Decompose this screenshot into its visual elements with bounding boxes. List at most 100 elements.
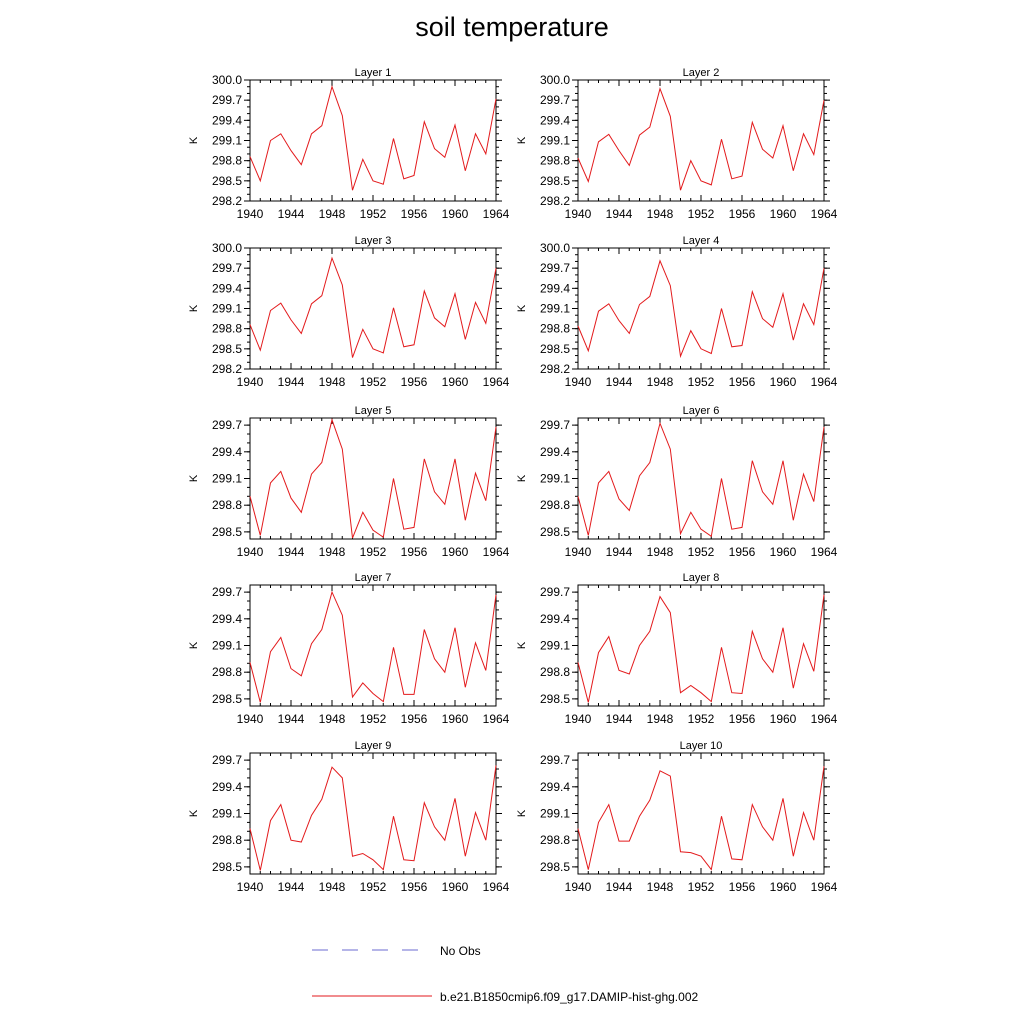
x-tick-label: 1960 [442,375,469,389]
y-axis-label: K [188,304,200,312]
series-line [577,87,825,191]
x-tick-label: 1960 [442,545,469,559]
panel-1: Layer 1 K 1940 1944 1948 1952 1956 1960 1964 298.… [188,67,510,221]
y-tick-label: 299.1 [212,472,242,486]
x-tick-label: 1960 [770,207,797,221]
x-tick-label: 1944 [278,545,305,559]
x-tick-label: 1948 [319,880,346,894]
y-axis-label: K [188,641,200,649]
x-tick-label: 1956 [729,880,756,894]
y-tick-label: 298.5 [540,174,570,188]
figure-title: soil temperature [415,12,609,42]
plot-frame [249,247,497,370]
y-tick-label: 300.0 [540,241,570,255]
x-tick-label: 1940 [565,712,592,726]
y-axis-label: K [188,474,200,482]
y-tick-label: 299.4 [212,612,242,626]
y-axis-label: K [516,641,528,649]
series-line [249,418,497,539]
series-line [577,421,825,538]
y-axis-label: K [188,136,200,144]
x-tick-label: 1940 [237,880,264,894]
x-tick-label: 1944 [606,207,633,221]
x-tick-label: 1960 [770,880,797,894]
y-tick-label: 298.8 [212,833,242,847]
y-tick-label: 298.8 [212,665,242,679]
plot-frame [577,79,825,202]
panel-8: Layer 8 K 1940 1944 1948 1952 1956 1960 1964 298.… [516,572,838,726]
x-tick-label: 1956 [401,207,428,221]
x-tick-label: 1960 [770,375,797,389]
x-tick-label: 1964 [811,375,838,389]
plot-frame [249,417,497,540]
y-tick-label: 300.0 [212,73,242,87]
y-tick-label: 299.7 [212,418,242,432]
x-tick-label: 1948 [319,545,346,559]
y-axis-label: K [188,809,200,817]
x-tick-label: 1952 [360,375,387,389]
panel-title: Layer 5 [355,405,392,417]
x-tick-label: 1956 [729,545,756,559]
y-tick-label: 298.8 [540,322,570,336]
x-tick-label: 1952 [360,207,387,221]
x-tick-label: 1952 [360,880,387,894]
x-tick-label: 1944 [278,375,305,389]
x-tick-label: 1944 [278,207,305,221]
x-tick-label: 1952 [360,545,387,559]
x-tick-label: 1960 [770,545,797,559]
panel-4: Layer 4 K 1940 1944 1948 1952 1956 1960 1964 298.… [516,235,838,389]
y-tick-label: 298.8 [540,498,570,512]
x-tick-label: 1940 [565,880,592,894]
legend: No Obs b.e21.B1850cmip6.f09_g17.DAMIP-hi… [312,944,698,1004]
y-tick-label: 299.7 [212,753,242,767]
x-tick-label: 1948 [319,207,346,221]
x-tick-label: 1960 [442,712,469,726]
x-tick-label: 1956 [401,880,428,894]
y-tick-label: 299.4 [212,281,242,295]
plot-frame [577,247,825,370]
y-tick-label: 300.0 [540,73,570,87]
x-tick-label: 1940 [237,375,264,389]
x-tick-label: 1952 [688,375,715,389]
y-axis-label: K [516,809,528,817]
y-tick-label: 298.8 [212,154,242,168]
legend-obs-label: No Obs [440,944,481,958]
x-tick-label: 1964 [811,207,838,221]
panel-title: Layer 6 [683,405,720,417]
x-tick-label: 1964 [811,545,838,559]
y-tick-label: 298.2 [540,194,570,208]
panel-title: Layer 7 [355,572,392,584]
y-tick-label: 299.7 [540,93,570,107]
x-tick-label: 1948 [647,207,674,221]
x-tick-label: 1952 [688,207,715,221]
y-tick-label: 299.1 [212,134,242,148]
y-tick-label: 299.4 [212,445,242,459]
series-line [249,256,497,358]
panel-3: Layer 3 K 1940 1944 1948 1952 1956 1960 1964 298.… [188,235,510,389]
y-tick-label: 299.7 [540,585,570,599]
x-tick-label: 1956 [401,712,428,726]
plot-frame [249,79,497,202]
series-line [249,765,497,871]
x-tick-label: 1940 [237,712,264,726]
panel-10: Layer 10 K 1940 1944 1948 1952 1956 1960 1964 298… [516,740,838,894]
y-tick-label: 299.7 [540,753,570,767]
series-line [577,259,825,359]
x-tick-label: 1964 [483,375,510,389]
x-tick-label: 1948 [647,712,674,726]
y-tick-label: 298.5 [540,525,570,539]
x-tick-label: 1944 [606,545,633,559]
y-tick-label: 298.8 [540,154,570,168]
panel-title: Layer 1 [355,67,392,79]
y-tick-label: 298.2 [212,362,242,376]
y-tick-label: 299.1 [540,302,570,316]
y-tick-label: 299.1 [540,807,570,821]
y-tick-label: 298.5 [540,692,570,706]
x-tick-label: 1940 [237,545,264,559]
x-tick-label: 1960 [442,880,469,894]
panel-5: Layer 5 K 1940 1944 1948 1952 1956 1960 1964 298.… [188,405,510,559]
y-tick-label: 298.8 [212,322,242,336]
panel-title: Layer 2 [683,67,720,79]
